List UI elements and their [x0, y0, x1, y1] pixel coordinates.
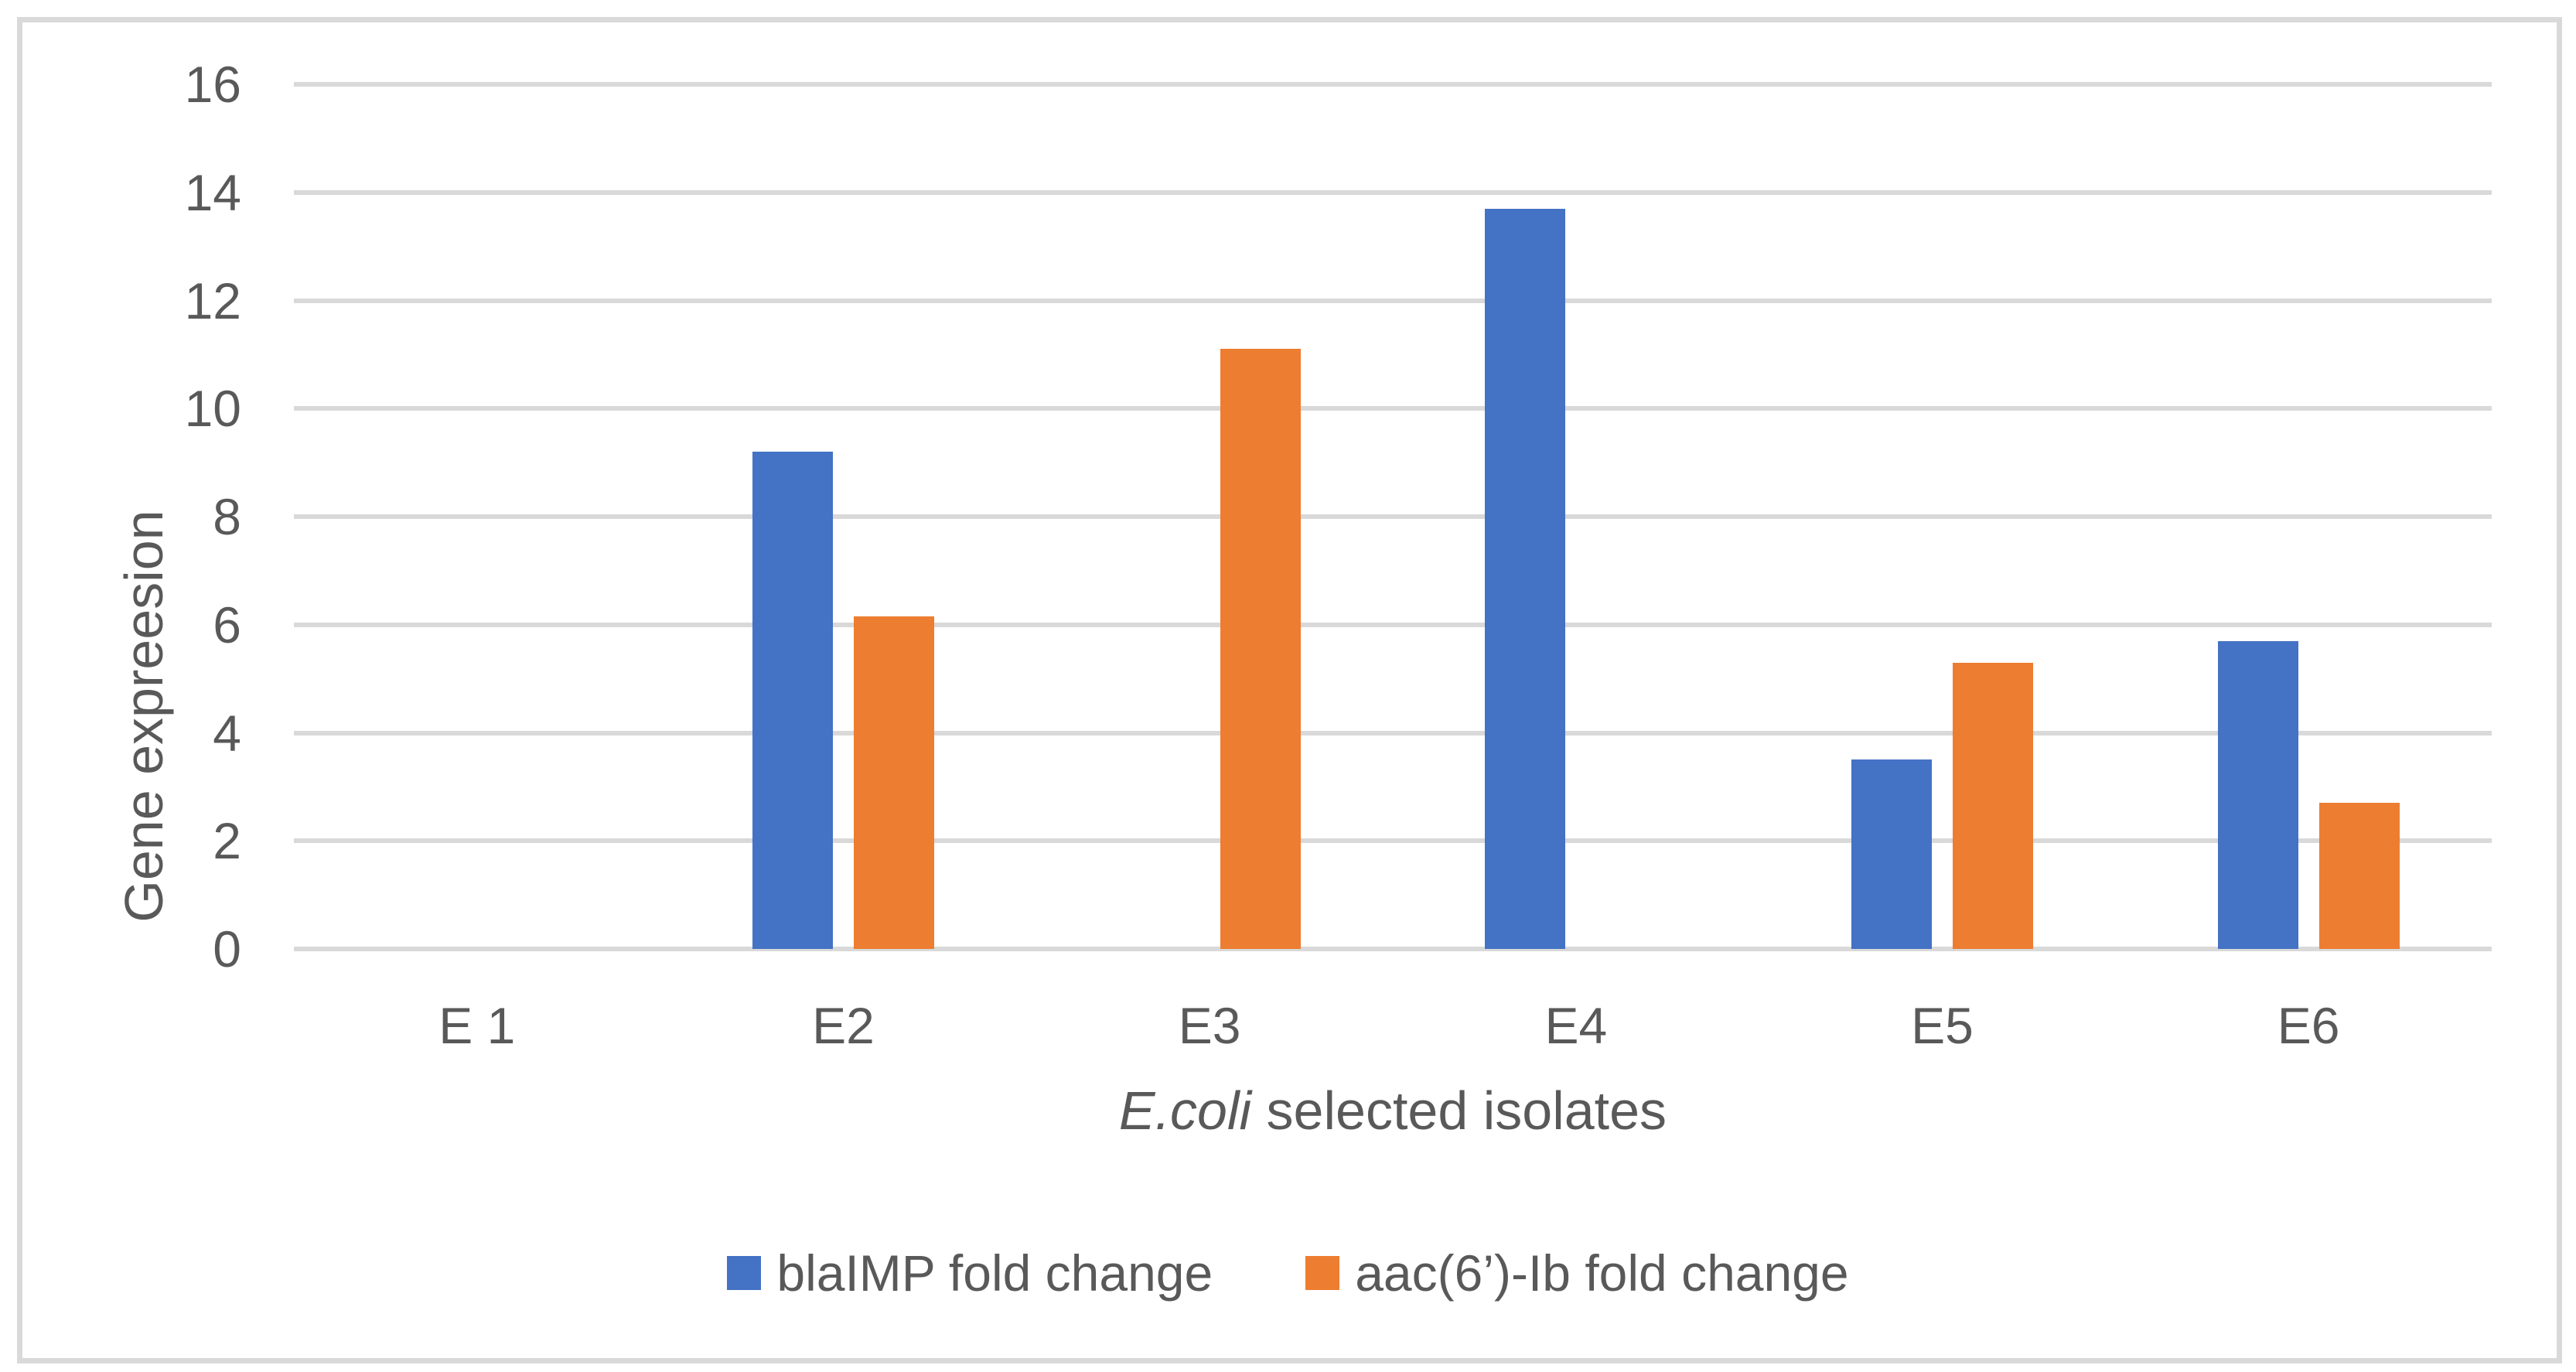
- bar-series1-E2: [752, 452, 833, 949]
- gridline-y-6: [294, 622, 2492, 627]
- y-axis-tick-label: 4: [213, 704, 241, 762]
- gridline-y-14: [294, 189, 2492, 195]
- bar-series2-E3: [1220, 349, 1301, 949]
- gridline-y-10: [294, 406, 2492, 411]
- x-category-label: E6: [2277, 997, 2340, 1054]
- y-axis-tick-label: 14: [184, 163, 241, 221]
- y-axis-tick-label: 8: [213, 488, 241, 545]
- x-category-label: E3: [1178, 997, 1241, 1054]
- gridline-y-12: [294, 298, 2492, 303]
- gridline-y-8: [294, 514, 2492, 519]
- bar-series2-E2: [854, 616, 934, 949]
- plot-area: [294, 82, 2492, 951]
- x-axis-title: E.coli selected isolates: [294, 1080, 2492, 1142]
- legend-item: blaIMP fold change: [727, 1244, 1213, 1302]
- gridline-y-0: [294, 947, 2492, 951]
- y-axis-tick-label: 12: [184, 271, 241, 329]
- x-category-label: E2: [812, 997, 875, 1054]
- bar-series2-E5: [1953, 662, 2033, 949]
- bar-series1-E4: [1485, 208, 1566, 949]
- legend-item: aac(6’)-Ib fold change: [1305, 1244, 1849, 1302]
- y-axis-tick-label: 10: [184, 380, 241, 438]
- legend-label: blaIMP fold change: [776, 1244, 1213, 1302]
- x-category-label: E 1: [438, 997, 516, 1054]
- x-axis-title-italic: E.coli: [1118, 1080, 1252, 1141]
- bar-series2-E6: [2318, 803, 2400, 949]
- y-axis-tick-label: 16: [184, 56, 241, 113]
- gridline-y-4: [294, 730, 2492, 735]
- legend-swatch-icon: [1305, 1256, 1340, 1290]
- gridline-y-16: [294, 82, 2492, 87]
- gridline-y-2: [294, 838, 2492, 844]
- x-category-label: E5: [1911, 997, 1974, 1054]
- y-axis-tick-label: 6: [213, 596, 241, 654]
- legend-swatch-icon: [727, 1256, 762, 1290]
- bar-series1-E5: [1851, 759, 1932, 949]
- bar-series1-E6: [2217, 640, 2298, 949]
- legend-label: aac(6’)-Ib fold change: [1355, 1244, 1849, 1302]
- x-category-label: E4: [1544, 997, 1608, 1054]
- y-axis-tick-label: 0: [213, 920, 241, 978]
- legend: blaIMP fold change aac(6’)-Ib fold change: [0, 1244, 2576, 1302]
- y-axis-tick-label: 2: [213, 812, 241, 870]
- x-axis-title-rest: selected isolates: [1251, 1080, 1667, 1141]
